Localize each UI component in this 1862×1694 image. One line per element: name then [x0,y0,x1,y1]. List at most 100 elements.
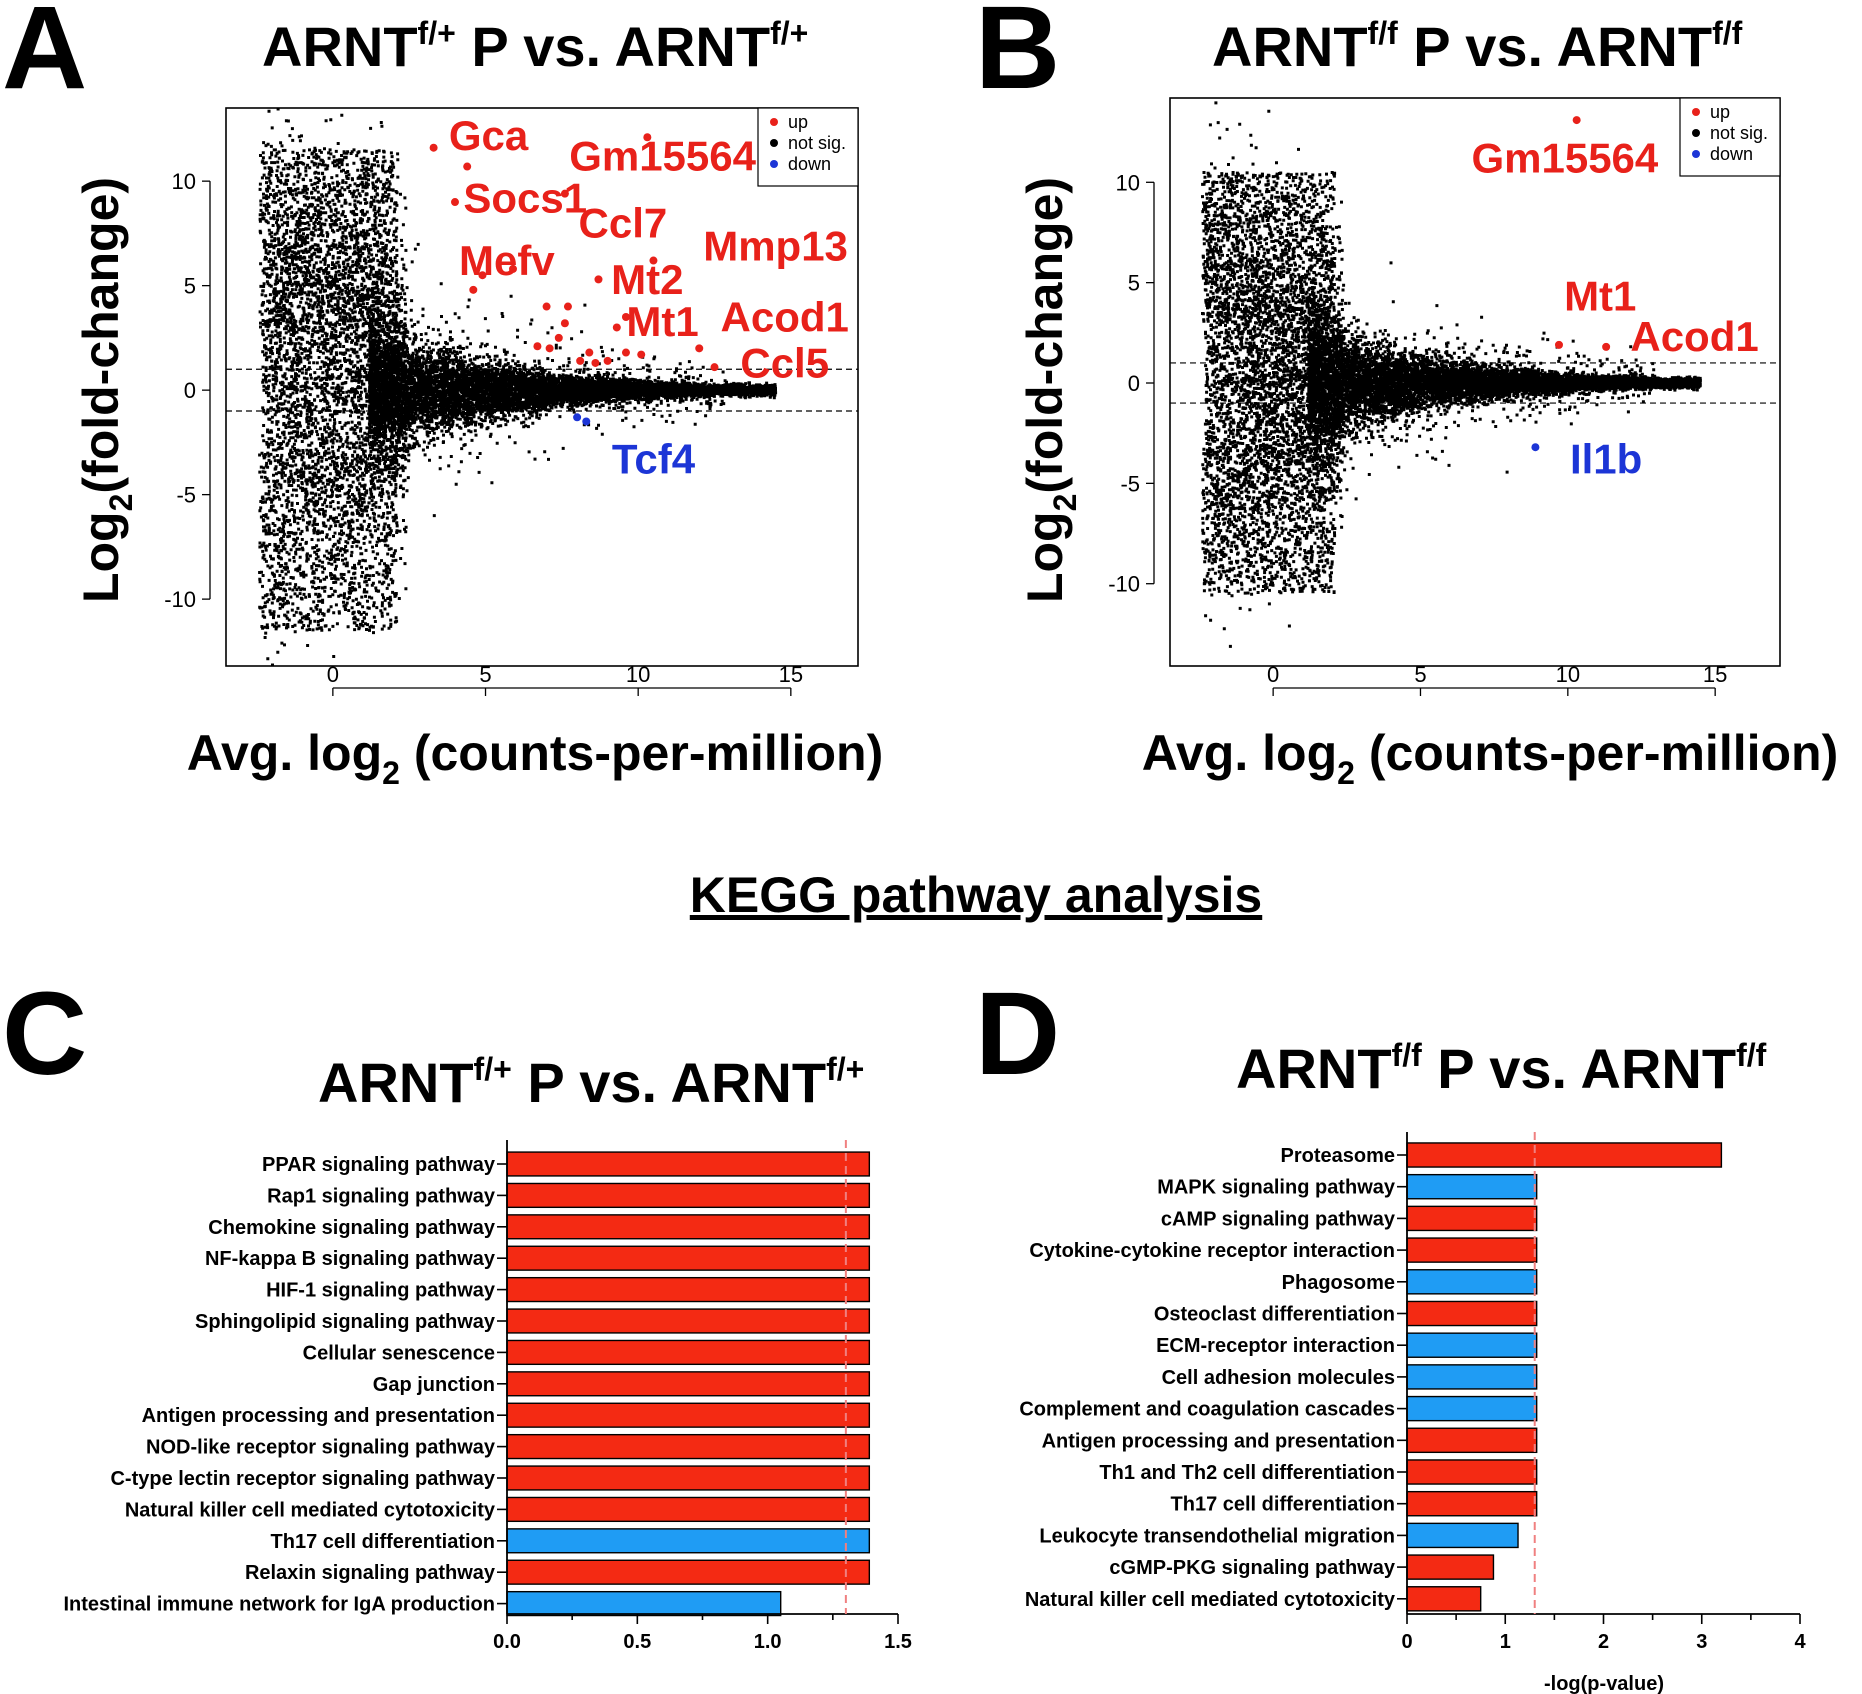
x-axis-title-a: Avg. log2 (counts-per-million) [187,725,883,791]
category-label: Gap junction [373,1374,495,1396]
bar [1406,1554,1495,1580]
x-tick-label: 5 [1414,662,1426,687]
legend-marker [770,160,778,168]
bar [506,1402,871,1428]
y-tick-label: 5 [1128,271,1140,296]
bar [506,1276,871,1303]
category-label: Chemokine signaling pathway [208,1217,496,1239]
y-tick-label: 0 [1128,371,1140,396]
gene-label: Gca [449,112,529,159]
category-label: Th1 and Th2 cell differentiation [1099,1462,1395,1484]
down-point [582,417,591,426]
legend-label: up [1710,102,1730,122]
category-label: Antigen processing and presentation [1042,1430,1395,1452]
x-tick-label: 0 [1401,1631,1412,1653]
kegg-heading: KEGG pathway analysis [690,867,1262,923]
gene-label: Acod1 [721,294,849,341]
y-tick-label: 5 [184,274,196,299]
x-tick-label: 0.5 [623,1631,651,1653]
gene-label: Mt2 [611,256,683,303]
bar [506,1214,871,1240]
y-tick-label: -5 [176,483,196,508]
category-label: cAMP signaling pathway [1161,1208,1396,1230]
gene-label: Gm15564 [1471,134,1658,181]
up-point [545,344,554,353]
legend-label: down [1710,144,1753,164]
bar [506,1245,871,1271]
category-label: Natural killer cell mediated cytotoxicit… [1025,1589,1396,1611]
bar [1406,1142,1723,1168]
up-point [621,312,630,321]
x-tick-label: 1.0 [754,1631,782,1653]
gene-label: Mmp13 [703,223,848,270]
not-sig-points [1201,101,1702,648]
category-label: NOD-like receptor signaling pathway [146,1437,496,1459]
category-label: Cellular senescence [303,1342,495,1364]
gene-label: Mt1 [626,298,698,345]
legend-marker [770,139,778,147]
category-label: Leukocyte transendothelial migration [1039,1525,1395,1547]
x-axis-title-b: Avg. log2 (counts-per-million) [1142,725,1838,791]
panel-d-title: ARNTf/f P vs. ARNTf/f [1236,1037,1767,1100]
up-point [1602,342,1611,351]
up-point [560,319,569,328]
gene-label: Ccl5 [740,340,829,387]
up-point [542,302,551,311]
up-point [1554,340,1563,349]
gene-label: Socs1 [463,174,587,221]
up-point [463,162,472,171]
bar [506,1559,871,1585]
gene-label: Il1b [1570,435,1642,482]
bar [506,1496,871,1523]
category-label: Intestinal immune network for IgA produc… [64,1594,496,1616]
not-sig-points [258,108,778,666]
category-label: PPAR signaling pathway [262,1154,496,1176]
bar [1406,1459,1538,1485]
x-tick-label: 2 [1598,1631,1609,1653]
x-tick-label: 3 [1696,1631,1707,1653]
bar-chart-d: Proteasome MAPK signaling pathway cAMP sig… [1019,1132,1806,1653]
up-point [450,198,459,207]
x-tick-label: 0 [1267,662,1279,687]
bar [1406,1364,1538,1390]
panel-a: A ARNTf/+ P vs. ARNTf/+ Gca Gm15564Socs1C… [2,0,883,791]
category-label: Complement and coagulation cascades [1019,1399,1395,1421]
x-tick-label: 5 [479,662,491,687]
up-point [710,363,719,372]
category-label: Cell adhesion molecules [1162,1367,1395,1389]
bar [1406,1427,1538,1454]
up-point [594,275,603,284]
legend-marker [1692,108,1700,116]
down-point [1531,443,1540,452]
panel-letter-b: B [975,0,1060,114]
up-point [643,133,652,142]
bar [1406,1522,1519,1549]
panel-a-title: ARNTf/+ P vs. ARNTf/+ [262,15,808,78]
bar [1406,1490,1538,1517]
category-label: Cytokine-cytokine receptor interaction [1029,1240,1395,1262]
x-tick-label: 10 [626,662,650,687]
gene-label: Mt1 [1564,273,1636,320]
panel-c-title: ARNTf/+ P vs. ARNTf/+ [318,1051,864,1114]
x-tick-label: 4 [1794,1631,1806,1653]
bar [1406,1237,1538,1263]
gene-label: Acod1 [1630,313,1758,360]
category-label: C-type lectin receptor signaling pathway [110,1468,495,1490]
bar [1406,1269,1538,1295]
gene-label: Ccl7 [579,200,668,247]
up-point [637,350,646,359]
up-point [469,285,478,294]
category-label: MAPK signaling pathway [1157,1177,1396,1199]
bar [1406,1205,1538,1232]
panel-letter-a: A [2,0,87,114]
bar [1406,1173,1538,1200]
legend-label: down [788,154,831,174]
bar [506,1339,871,1366]
y-tick-label: -10 [164,587,196,612]
y-axis-title-a: Log2(fold-change) [73,177,139,603]
up-point [554,333,563,342]
legend-marker [1692,129,1700,137]
